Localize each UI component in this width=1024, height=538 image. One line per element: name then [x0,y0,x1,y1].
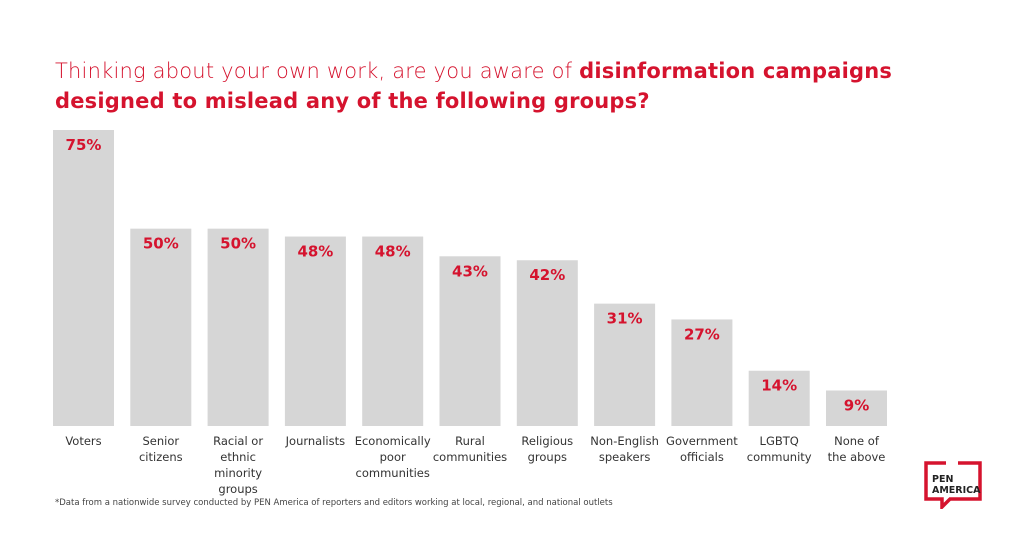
category-label: None of the above [812,433,902,465]
svg-text:PEN: PEN [932,474,953,485]
category-label-line: communities [432,450,508,464]
data-label: 43% [452,262,488,280]
bar [594,303,656,426]
title-regular: Thinking about your own work, are you aw… [55,59,580,83]
data-label: 42% [529,266,565,284]
data-label: 48% [297,243,333,261]
data-label: 75% [66,136,102,154]
data-label: 9% [844,396,869,414]
category-label-line: Journalists [285,434,346,448]
category-label-line: ethnic [220,450,256,464]
category-label-line: groups [527,450,567,464]
bar [748,370,810,426]
category-label: Rural communities [425,433,515,465]
bar [362,236,424,426]
category-label-line: community [746,450,812,464]
footnote: *Data from a nationwide survey conducted… [55,498,613,508]
category-label-line: Racial or [213,434,264,448]
category-label: Voters [39,433,129,449]
category-label: Religious groups [502,433,592,465]
category-label: LGBTQ community [734,433,824,465]
category-label: Senior citizens [116,433,206,465]
category-label-line: Voters [65,434,102,448]
category-label-line: Senior [142,434,180,448]
data-label: 48% [375,243,411,261]
data-label: 50% [143,235,179,253]
title-bold-1: disinformation campaigns [579,59,893,83]
category-label-line: Rural [455,434,485,448]
bar [671,319,733,426]
bar [284,236,346,426]
category-label-line: Economically [354,434,431,448]
category-label-line: Religious [521,434,574,448]
category-label: Journalists [270,433,360,449]
data-label: 14% [761,377,797,395]
title-bold-2: designed to mislead any of the following… [55,89,650,113]
category-label: Economically poor communities [348,433,438,481]
category-label-line: LGBTQ [759,434,799,448]
chart-title: Thinking about your own work, are you aw… [55,56,955,116]
bar [130,228,192,426]
category-label-line: communities [355,466,430,480]
bar [826,390,887,426]
bar [53,130,114,426]
category-label-line: Non-English [590,434,659,448]
category-label-line: citizens [138,450,183,464]
category-label-line: speakers [598,450,651,464]
bar [516,260,578,426]
category-label-line: Government [666,434,738,448]
category-label: Racial or ethnic minority groups [193,433,283,497]
svg-text:AMERICA: AMERICA [932,485,981,496]
category-label: Non-English speakers [580,433,670,465]
bar [207,228,269,426]
data-label: 31% [607,310,643,328]
category-label-line: poor [379,450,406,464]
data-label: 27% [684,325,720,343]
category-label: Government officials [657,433,747,465]
data-label: 50% [220,235,256,253]
category-label-line: the above [827,450,886,464]
bar [439,256,501,426]
category-label-line: minority groups [214,466,263,496]
category-label-line: officials [679,450,724,464]
category-label-line: None of [834,434,879,448]
pen-america-logo: PEN AMERICA [924,461,982,509]
